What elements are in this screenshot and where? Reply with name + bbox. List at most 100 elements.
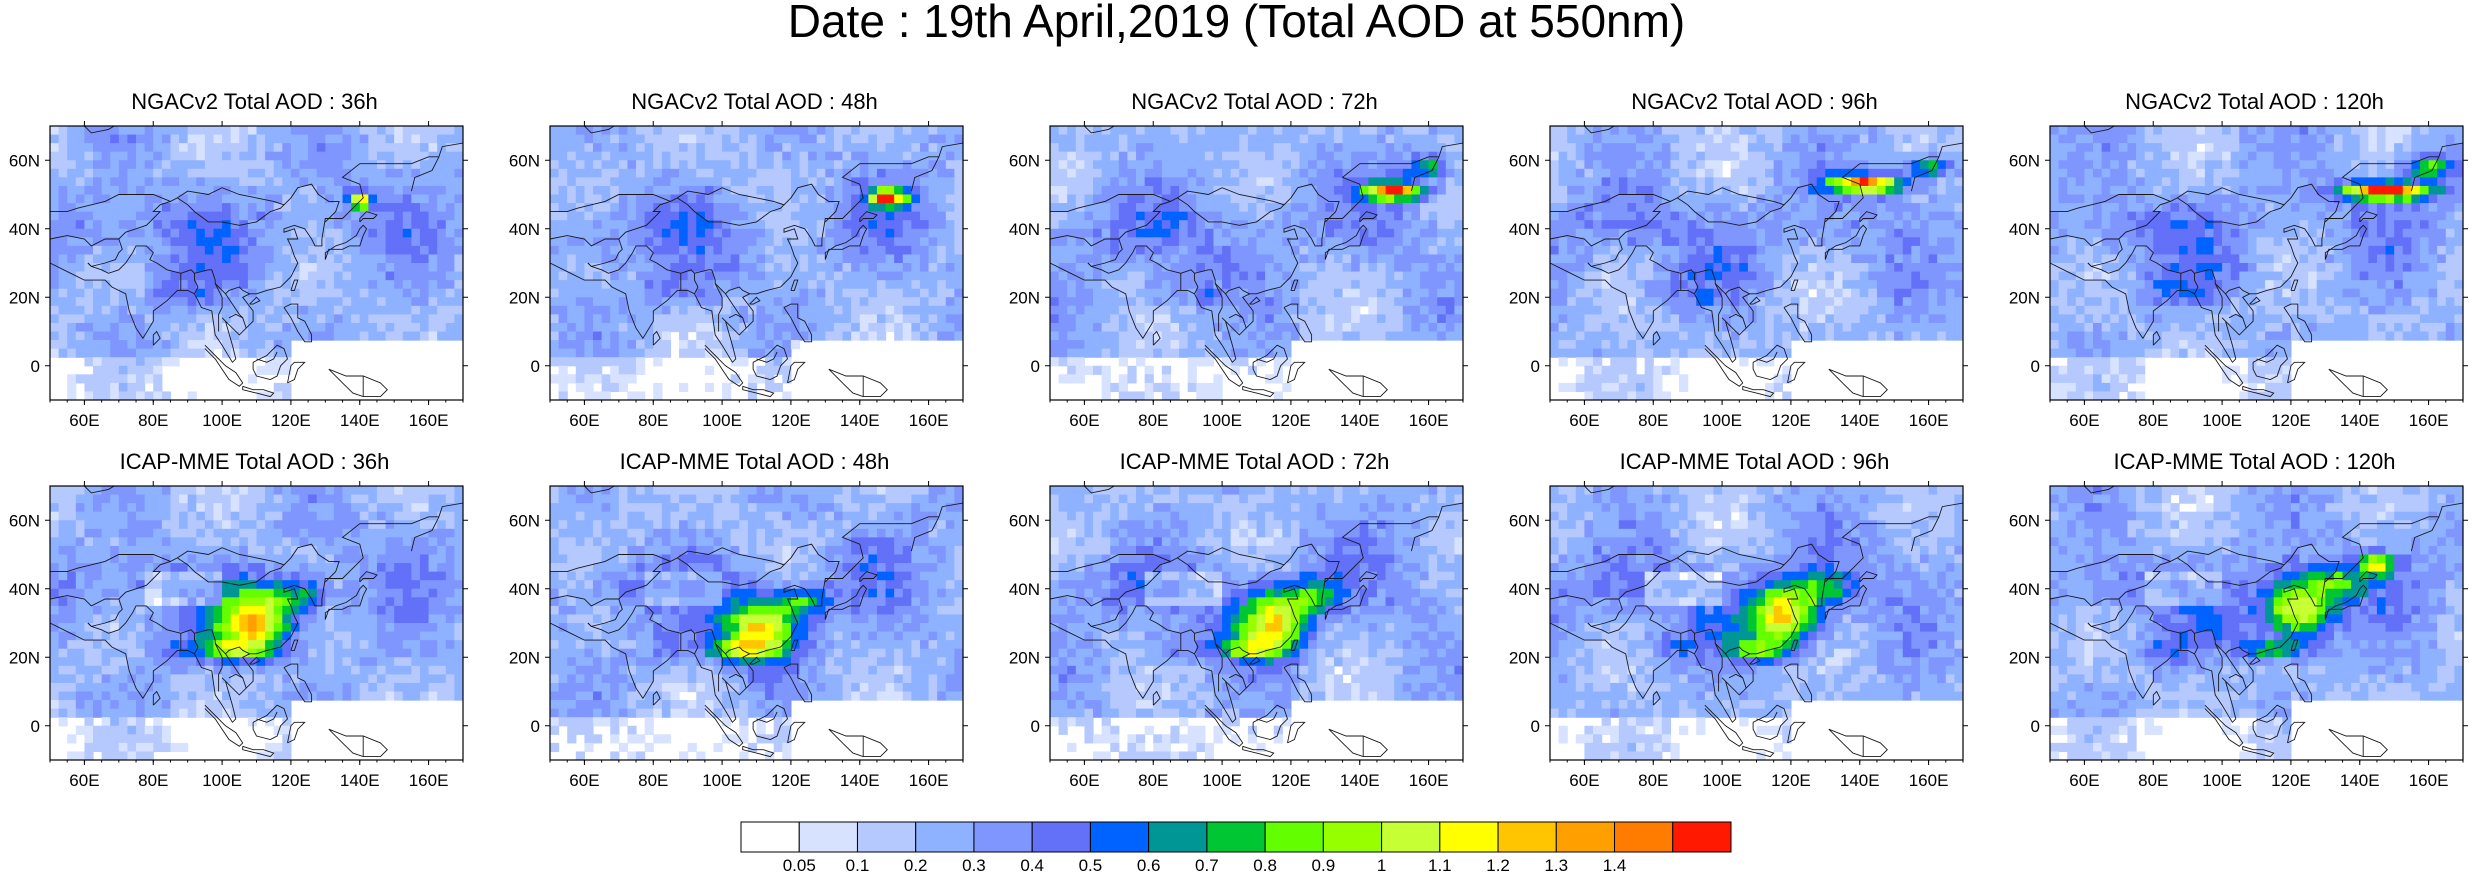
lon-tick-label: 100E xyxy=(702,411,742,430)
colorbar-swatch xyxy=(740,821,800,853)
lat-tick-label: 40N xyxy=(1509,220,1540,239)
lon-tick-label: 60E xyxy=(2069,411,2099,430)
aod-map: 60N 40N 20N 0 60E 80E 100E 120E 140E 160E xyxy=(9,481,468,790)
lon-tick-label: 160E xyxy=(1409,411,1449,430)
lon-tick-label: 140E xyxy=(1340,411,1380,430)
colorbar-label: 0.8 xyxy=(1253,856,1277,874)
colorbar-swatch xyxy=(1381,821,1441,853)
coastlines xyxy=(2050,486,2463,758)
aod-field xyxy=(1050,126,1463,400)
lon-tick-label: 60E xyxy=(1569,771,1599,790)
lon-tick-label: 80E xyxy=(638,771,668,790)
lon-tick-label: 120E xyxy=(1271,411,1311,430)
lat-tick-label: 0 xyxy=(1031,357,1040,376)
lon-tick-label: 160E xyxy=(909,771,949,790)
colorbar-swatch xyxy=(915,821,975,853)
colorbar-label: 0.6 xyxy=(1137,856,1161,874)
aod-field xyxy=(50,126,463,400)
lon-tick-label: 100E xyxy=(2202,771,2242,790)
lat-tick-label: 40N xyxy=(9,220,40,239)
lon-tick-label: 160E xyxy=(2409,771,2449,790)
lat-tick-label: 20N xyxy=(1509,648,1540,667)
colorbar-label: 0.9 xyxy=(1312,856,1336,874)
colorbar-label: 0.1 xyxy=(846,856,870,874)
lon-tick-label: 100E xyxy=(702,771,742,790)
aod-field xyxy=(50,486,463,760)
lon-tick-label: 100E xyxy=(1702,411,1742,430)
panel-title: ICAP-MME Total AOD : 36h xyxy=(119,449,390,474)
lon-tick-label: 60E xyxy=(1069,411,1099,430)
colorbar-label: 0.3 xyxy=(962,856,986,874)
aod-map: 60N 40N 20N 0 60E 80E 100E 120E 140E 160E xyxy=(9,121,468,430)
aod-map: 60N 40N 20N 0 60E 80E 100E 120E 140E 160E xyxy=(2009,121,2468,430)
lat-tick-label: 0 xyxy=(31,357,40,376)
colorbar-label: 1.3 xyxy=(1544,856,1568,874)
coastlines xyxy=(2050,126,2463,398)
lon-tick-label: 140E xyxy=(1840,411,1880,430)
lat-tick-label: 0 xyxy=(531,717,540,736)
lon-tick-label: 80E xyxy=(2138,411,2168,430)
panel-icap-mme-96h: ICAP-MME Total AOD : 96h 60N 40N 20N 0 60E 80… xyxy=(1500,450,1970,790)
lon-tick-label: 60E xyxy=(1069,771,1099,790)
lon-tick-label: 80E xyxy=(1638,771,1668,790)
aod-map: 60N 40N 20N 0 60E 80E 100E 120E 140E 160E xyxy=(509,481,968,790)
coastlines xyxy=(1550,486,1963,758)
colorbar-swatch xyxy=(856,821,917,853)
panel-title: NGACv2 Total AOD : 72h xyxy=(1131,89,1378,114)
lon-tick-label: 120E xyxy=(271,771,311,790)
aod-map: 60N 40N 20N 0 60E 80E 100E 120E 140E 160E xyxy=(2009,481,2468,790)
colorbar-swatch xyxy=(973,821,1033,853)
colorbar-label: 0.7 xyxy=(1195,856,1219,874)
lon-tick-label: 100E xyxy=(2202,411,2242,430)
coastlines xyxy=(1050,126,1463,398)
lon-tick-label: 160E xyxy=(909,411,949,430)
lat-tick-label: 40N xyxy=(1509,580,1540,599)
coastlines xyxy=(550,486,963,758)
lon-tick-label: 160E xyxy=(409,411,449,430)
lon-tick-label: 60E xyxy=(69,771,99,790)
lon-tick-label: 140E xyxy=(1340,771,1380,790)
lon-tick-label: 60E xyxy=(2069,771,2099,790)
lon-tick-label: 60E xyxy=(1569,411,1599,430)
lat-tick-label: 0 xyxy=(1531,357,1540,376)
colorbar-swatch xyxy=(1672,821,1732,853)
lat-tick-label: 20N xyxy=(9,648,40,667)
lat-tick-label: 60N xyxy=(1009,151,1040,170)
colorbar-swatch xyxy=(1439,821,1499,853)
lat-tick-label: 60N xyxy=(9,511,40,530)
panel-ngacv2-96h: NGACv2 Total AOD : 96h 60N 40N 20N 0 60E 80E 1… xyxy=(1500,90,1970,430)
panel-title: NGACv2 Total AOD : 36h xyxy=(131,89,378,114)
lon-tick-label: 120E xyxy=(1271,771,1311,790)
panel-ngacv2-48h: NGACv2 Total AOD : 48h 60N 40N 20N 0 60E 80E 1… xyxy=(500,90,970,430)
lon-tick-label: 120E xyxy=(771,411,811,430)
colorbar-label: 0.2 xyxy=(904,856,928,874)
lon-tick-label: 160E xyxy=(1909,411,1949,430)
colorbar-label: 1.1 xyxy=(1428,856,1452,874)
colorbar-label: 0.05 xyxy=(783,856,816,874)
coastlines xyxy=(50,126,463,398)
lon-tick-label: 120E xyxy=(1771,411,1811,430)
lat-tick-label: 0 xyxy=(531,357,540,376)
panel-icap-mme-72h: ICAP-MME Total AOD : 72h 60N 40N 20N 0 60E 80… xyxy=(1000,450,1470,790)
lat-tick-label: 20N xyxy=(509,288,540,307)
lat-tick-label: 20N xyxy=(509,648,540,667)
lat-tick-label: 60N xyxy=(1509,511,1540,530)
lon-tick-label: 120E xyxy=(2271,411,2311,430)
lat-tick-label: 0 xyxy=(31,717,40,736)
panel-ngacv2-120h: NGACv2 Total AOD : 120h 60N 40N 20N 0 60E 80E… xyxy=(2000,90,2470,430)
colorbar-swatch xyxy=(1031,821,1091,853)
panel-icap-mme-36h: ICAP-MME Total AOD : 36h 60N 40N 20N 0 60E 80… xyxy=(0,450,470,790)
colorbar-label: 1.2 xyxy=(1486,856,1510,874)
lon-tick-label: 160E xyxy=(409,771,449,790)
lon-tick-label: 140E xyxy=(840,771,880,790)
lon-tick-label: 140E xyxy=(2340,771,2380,790)
lat-tick-label: 60N xyxy=(1009,511,1040,530)
colorbar-swatch xyxy=(1614,821,1674,853)
aod-field xyxy=(1550,126,1963,400)
lat-tick-label: 40N xyxy=(1009,220,1040,239)
lon-tick-label: 100E xyxy=(202,771,242,790)
lon-tick-label: 160E xyxy=(1409,771,1449,790)
lon-tick-label: 80E xyxy=(1138,771,1168,790)
lat-tick-label: 0 xyxy=(2031,357,2040,376)
lon-tick-label: 120E xyxy=(771,771,811,790)
